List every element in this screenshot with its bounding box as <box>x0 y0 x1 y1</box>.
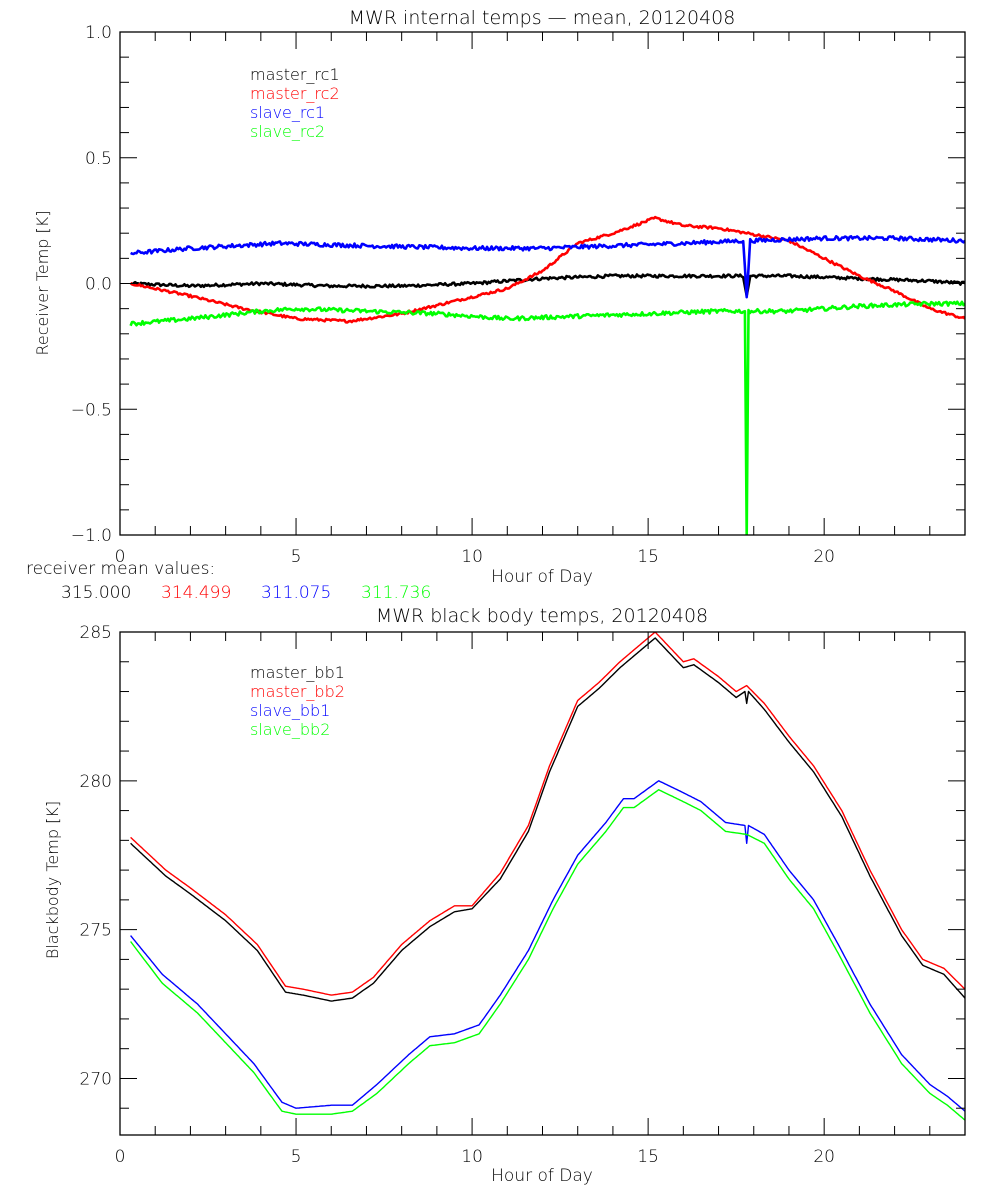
legend: master_bb1 master_bb2 slave_bb1 slave_bb… <box>250 663 345 739</box>
receiver-mean-value-3: 311.075 <box>261 583 331 603</box>
plot-area: 0 5 10 15 20 −1.0 −0.5 0.0 0.5 1.0 <box>71 23 966 567</box>
series-line-slave-bb1 <box>130 780 965 1112</box>
series-line-master-rc2 <box>129 215 965 324</box>
receiver-means-label: receiver mean values: <box>26 559 215 579</box>
receiver-mean-value-2: 314.499 <box>161 583 231 603</box>
chart-blackbody-temps: MWR black body temps, 20120408 0 5 10 15 20 2… <box>43 605 966 1186</box>
legend-entry-slave-bb1: slave_bb1 <box>250 701 330 720</box>
y-tick-label: −0.5 <box>71 400 112 420</box>
y-axis-label: Blackbody Temp [K] <box>43 801 62 959</box>
x-tick-label: 20 <box>813 547 835 567</box>
series-line-slave-rc1 <box>130 234 965 299</box>
chart-internal-temps: MWR internal temps — mean, 20120408 0 5 10… <box>33 7 966 587</box>
x-axis-label: Hour of Day <box>491 567 593 587</box>
x-tick-label: 20 <box>813 1147 835 1167</box>
x-tick-label: 15 <box>637 1147 659 1167</box>
x-tick-label: 10 <box>461 1147 483 1167</box>
series-line-master-rc1 <box>129 273 965 297</box>
y-tick-label: −1.0 <box>71 526 112 546</box>
x-axis-label: Hour of Day <box>491 1166 593 1186</box>
legend: master_rc1 master_rc2 slave_rc1 slave_rc… <box>250 65 340 141</box>
receiver-mean-value-4: 311.736 <box>361 583 431 603</box>
x-tick-label: 5 <box>291 547 302 567</box>
legend-entry-master-rc1: master_rc1 <box>250 65 340 84</box>
chart-title: MWR internal temps — mean, 20120408 <box>349 7 736 29</box>
series-line-slave-bb2 <box>130 789 965 1121</box>
x-tick-label: 0 <box>115 547 126 567</box>
y-axis-label: Receiver Temp [K] <box>33 210 52 355</box>
receiver-means-annotation: receiver mean values: 315.000 314.499 31… <box>26 559 431 603</box>
y-tick-label: 280 <box>80 772 112 792</box>
x-tick-label: 5 <box>291 1147 302 1167</box>
y-tick-label: 0.0 <box>85 275 112 295</box>
x-tick-label: 15 <box>637 547 659 567</box>
y-tick-label: 1.0 <box>85 23 112 43</box>
y-tick-label: 270 <box>80 1069 112 1089</box>
receiver-mean-value-1: 315.000 <box>61 583 131 603</box>
legend-entry-slave-rc2: slave_rc2 <box>250 122 325 141</box>
series-group <box>130 632 965 1121</box>
y-tick-label: 0.5 <box>85 149 112 169</box>
series-line-master-bb1 <box>130 637 965 1002</box>
legend-entry-slave-bb2: slave_bb2 <box>250 720 330 739</box>
plot-frame <box>119 631 966 1136</box>
plot-area: 0 5 10 15 20 270 275 280 285 <box>80 623 966 1167</box>
x-tick-label: 0 <box>115 1147 126 1167</box>
series-group <box>129 215 965 535</box>
series-line-slave-rc2 <box>129 300 965 535</box>
legend-entry-master-bb1: master_bb1 <box>250 663 345 682</box>
legend-entry-slave-rc1: slave_rc1 <box>250 103 325 122</box>
x-tick-label: 10 <box>461 547 483 567</box>
legend-entry-master-bb2: master_bb2 <box>250 682 345 701</box>
series-line-master-bb2 <box>130 632 965 996</box>
y-tick-label: 285 <box>80 623 112 643</box>
y-tick-label: 275 <box>80 921 112 941</box>
legend-entry-master-rc2: master_rc2 <box>250 84 340 103</box>
chart-title: MWR black body temps, 20120408 <box>376 605 708 627</box>
